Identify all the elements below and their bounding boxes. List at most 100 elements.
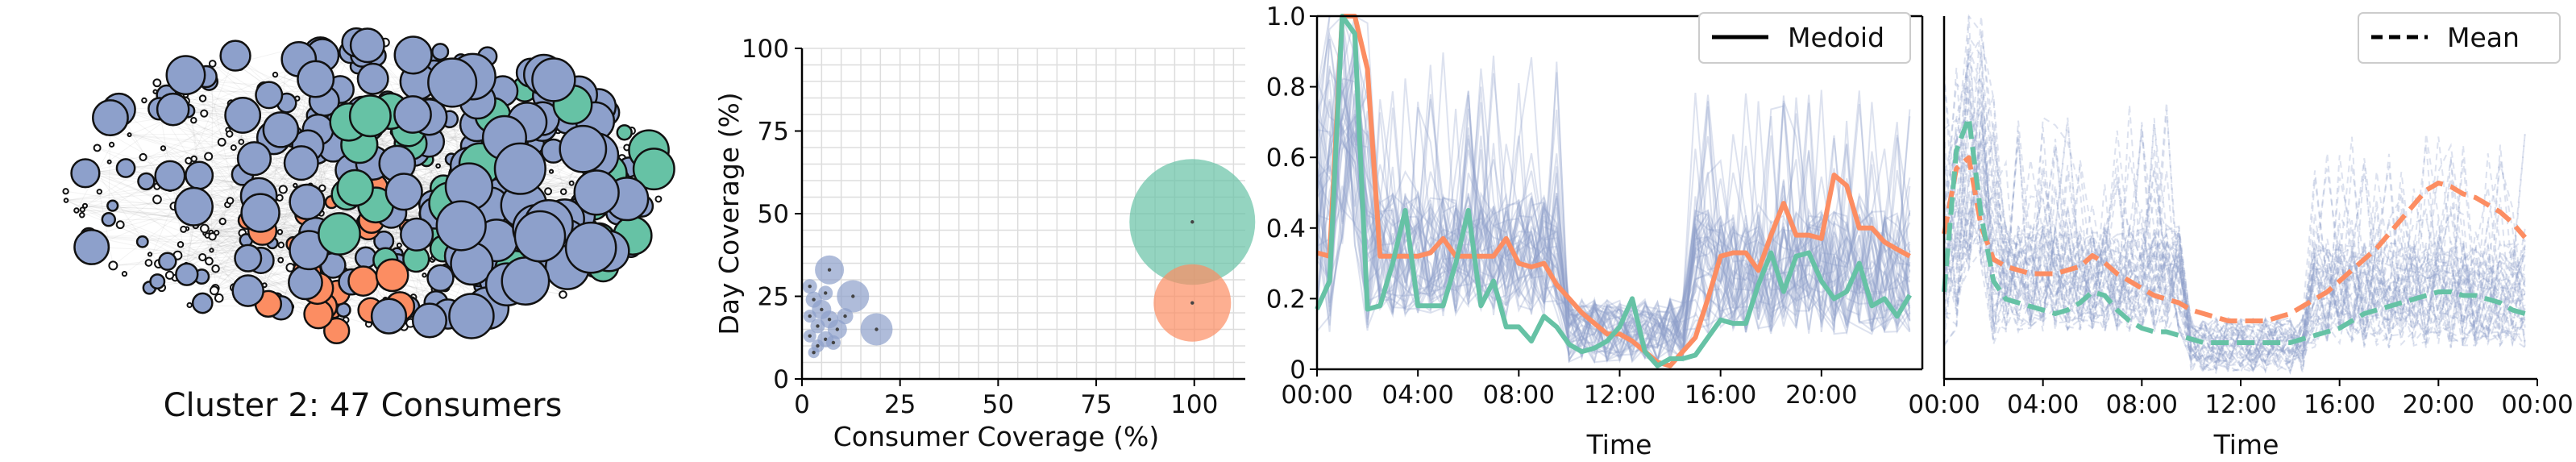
mean-line-panel: 00:00 04:00 08:00 12:00 16:00 20:00 00:00 Time… [1908,12,2574,460]
network-node [278,185,288,194]
network-node [190,116,197,124]
mean-xlabel: Time [2213,429,2279,460]
network-node [73,207,80,214]
network-node [175,262,199,286]
mean-legend-label: Mean [2447,22,2520,53]
network-node [531,57,576,102]
network-node [106,159,112,164]
scatter-point-center [851,294,855,298]
network-node [106,199,119,212]
network-edge [112,205,240,254]
coverage-scatter-panel: 0 25 50 75 100 0 25 50 75 100 Consumer Coverage (… [713,35,1256,452]
background-profile-line [1316,66,1911,360]
y-tick-label: 0.2 [1266,285,1306,314]
network-node [92,99,129,136]
network-node [288,264,323,301]
background-profile-line [1943,152,2526,373]
network-node [564,221,617,274]
network-node [63,198,69,203]
scatter-point-center [824,337,828,341]
network-node [276,229,284,235]
network-node [230,144,237,152]
network-node [200,223,210,234]
network-node [147,252,153,257]
network-node [293,182,298,189]
network-node [135,235,149,248]
network-node [236,141,272,177]
x-tick-label: 16:00 [2304,390,2375,419]
network-node [559,188,567,196]
network-node [234,243,263,273]
x-tick-label: 12:00 [2204,390,2276,419]
x-tick-label: 04:00 [1381,381,1453,410]
network-node [297,60,335,98]
background-profile-line [1316,15,1911,354]
network-node [62,188,69,195]
scatter-point-center [812,351,816,355]
background-profile-line [1943,15,2526,373]
x-tick-label: 04:00 [2007,390,2079,419]
network-node [219,40,251,72]
medoid-series [1315,14,1912,368]
background-profile-line [1943,83,2526,376]
background-profile-line [1943,122,2526,373]
series-line [1315,14,1912,368]
background-profile-line [1943,155,2526,371]
background-profile-line [1943,95,2525,373]
scatter-y-tick-label: 0 [773,365,789,394]
network-node [375,258,409,293]
network-node [277,241,285,249]
network-node [654,195,663,203]
y-tick-label: 0.8 [1266,73,1306,102]
network-nodes [62,27,675,345]
network-node [218,217,226,226]
network-node [209,285,219,296]
network-node [336,169,374,207]
network-node [289,183,326,220]
medoid-legend-label: Medoid [1788,22,1884,53]
network-node [632,148,675,191]
network-node [396,242,402,248]
background-profile-line [1943,91,2526,374]
network-node [356,62,389,95]
scatter-point-center [812,298,816,302]
network-caption: Cluster 2: 47 Consumers [164,387,563,424]
y-tick-label: 0.4 [1266,214,1306,243]
background-profile-line [1316,39,1911,363]
scatter-point-center [808,334,812,338]
medoid-xlabel: Time [1586,429,1652,460]
background-profile-line [1943,136,2526,370]
network-node [154,160,186,192]
network-node [501,256,551,306]
background-profile-line [1943,34,2526,370]
background-profile-line [1316,73,1911,353]
background-profile-line [1943,130,2526,374]
background-profile-line [1943,125,2526,363]
background-profile-line [1943,114,2526,374]
background-profile-line [1943,195,2526,370]
network-node [548,169,555,174]
network-node [370,298,408,335]
scatter-y-tick-label: 100 [742,35,789,64]
network-node [108,141,115,148]
background-profile-line [1316,56,1911,362]
scatter-point-center [827,318,832,322]
network-panel: Cluster 2: 47 Consumers [62,27,675,424]
y-tick-label: 0.6 [1266,144,1306,173]
network-node [323,317,351,345]
network-node [435,163,441,169]
scatter-x-tick-label: 0 [794,390,810,419]
background-profile-line [1943,175,2526,370]
network-node [400,217,434,252]
network-edge [87,171,249,291]
network-edge [98,191,114,266]
series-line [1942,155,2527,323]
background-profile-line [1943,81,2526,370]
network-node [185,156,193,164]
background-profile-line [1316,122,1911,364]
network-node [160,145,167,152]
scatter-point-center [820,307,824,312]
x-tick-label: 08:00 [1483,381,1555,410]
network-node [115,158,136,178]
network-node [144,259,153,267]
